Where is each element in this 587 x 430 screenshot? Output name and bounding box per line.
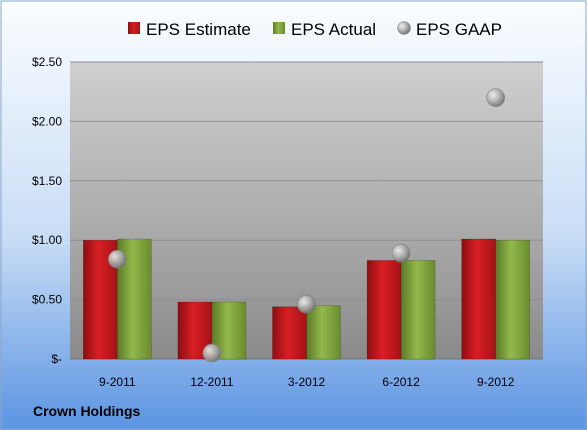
x-tick-label: 3-2012 — [288, 375, 326, 389]
gaap-point — [391, 243, 411, 263]
legend-label: EPS GAAP — [416, 20, 502, 39]
y-tick-label: $2.00 — [32, 114, 62, 128]
bar-eps-actual — [306, 305, 341, 360]
gaap-points — [108, 88, 506, 363]
x-tick-label: 9-2011 — [99, 375, 136, 389]
bar-eps-estimate — [366, 260, 402, 360]
gaap-point — [202, 343, 222, 363]
y-tick-label: $0.50 — [32, 293, 62, 307]
legend: EPS Estimate EPS Actual EPS GAAP — [128, 20, 502, 39]
y-tick-label: $2.50 — [32, 55, 62, 69]
gaap-point — [108, 249, 127, 269]
legend-swatch-eps-estimate — [128, 22, 140, 34]
y-tick-label: $1.50 — [32, 174, 62, 188]
bar-eps-estimate — [272, 306, 307, 360]
legend-swatch-eps-actual — [273, 22, 285, 34]
legend-label: EPS Actual — [291, 20, 376, 39]
x-tick-label: 12-2011 — [190, 375, 233, 389]
legend-label: EPS Estimate — [146, 20, 251, 39]
x-tick-label: 6-2012 — [382, 375, 420, 389]
company-name: Crown Holdings — [33, 403, 141, 419]
gaap-point — [486, 88, 506, 107]
bars — [83, 238, 531, 360]
y-tick-label: $1.00 — [32, 233, 62, 247]
x-axis-ticks: 9-2011 12-2011 3-2012 6-2012 9-2012 — [99, 375, 515, 389]
gaap-point — [297, 295, 316, 314]
bar-eps-estimate — [461, 238, 497, 360]
y-axis-ticks: $- $0.50 $1.00 $1.50 $2.00 $2.50 — [32, 55, 62, 366]
legend-swatch-eps-gaap — [397, 21, 411, 35]
y-tick-label: $- — [51, 352, 62, 366]
x-tick-label: 9-2012 — [477, 375, 515, 389]
bar-eps-actual — [495, 239, 531, 360]
bar-eps-actual — [400, 260, 436, 360]
